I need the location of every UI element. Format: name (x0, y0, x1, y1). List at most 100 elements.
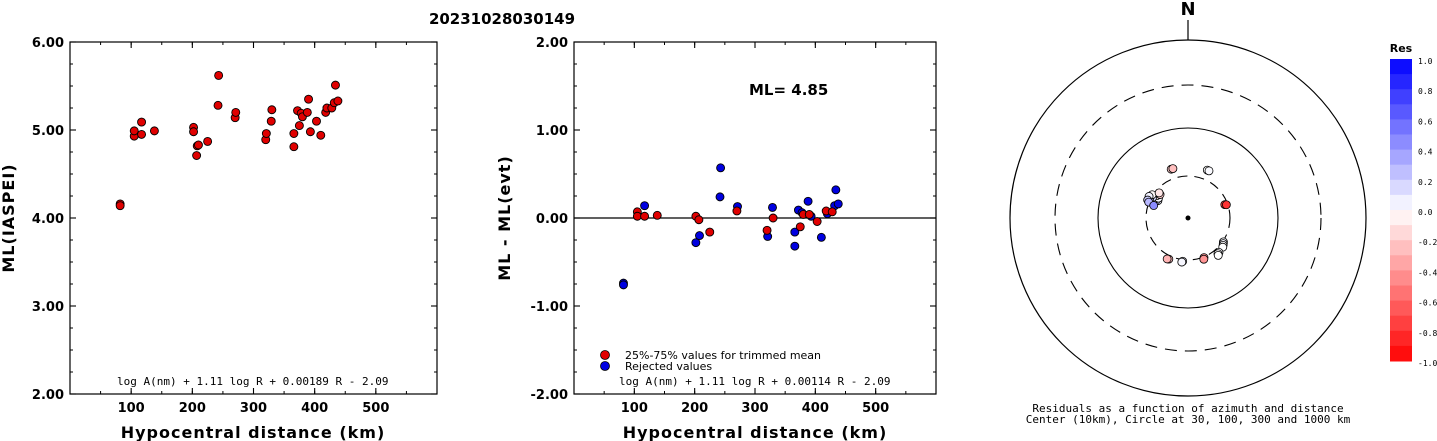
y-tick-label: 3.00 (32, 300, 64, 315)
ml-vs-distance-panel: 100 200 300 400 500 2.00 3.00 4.00 5.00 6.00 Hyp… (0, 36, 438, 441)
panel1-frame (69, 41, 438, 395)
x-tick-label: 300 (240, 401, 267, 416)
colorbar-cell (1390, 345, 1412, 362)
data-point (266, 116, 276, 126)
data-point (149, 126, 159, 136)
data-point (333, 96, 343, 106)
y-tick-label: 1.00 (536, 124, 568, 139)
residual-vs-distance-panel: 100 200 300 400 500 -2.00 -1.00 0.00 1.00 2.00 H… (495, 36, 937, 441)
data-point (192, 151, 202, 160)
x-tick-label: 200 (179, 401, 206, 416)
panel2-ylabel: ML - ML(evt) (495, 155, 514, 281)
legend-rejected-label: Rejected values (625, 360, 712, 373)
colorbar-tick-label: 1.0 (1418, 57, 1433, 66)
data-point (316, 130, 326, 140)
data-point (304, 94, 313, 104)
data-point (302, 107, 312, 117)
x-tick-label: 400 (301, 401, 328, 416)
station-point (1213, 250, 1223, 260)
y-tick-label: -2.00 (531, 388, 568, 403)
panel2-formula: log A(nm) + 1.11 log R + 0.00114 R - 2.0… (619, 375, 891, 388)
y-tick-label: 2.00 (32, 388, 64, 403)
circle-30km (1145, 175, 1231, 261)
y-tick-label: 4.00 (32, 212, 64, 227)
accepted-point (705, 227, 715, 237)
panel1-ylabel: ML(IASPEI) (0, 163, 18, 272)
x-tick-label: 500 (862, 401, 889, 416)
data-point (331, 80, 340, 90)
outer-circle (1009, 39, 1367, 397)
north-label: N (1180, 0, 1195, 20)
rejected-point (816, 232, 826, 242)
accepted-point (694, 215, 704, 225)
colorbar-tick-label: -0.4 (1418, 268, 1437, 277)
station-point (1199, 254, 1209, 264)
panel1-xlabel: Hypocentral distance (km) (121, 423, 386, 441)
rejected-point (790, 241, 800, 251)
colorbar-title: Res (1390, 42, 1413, 55)
polar-caption-2: Center (10km), Circle at 30, 100, 300 an… (1026, 413, 1351, 426)
station-point (1154, 188, 1164, 198)
colorbar-cell (1390, 300, 1412, 317)
data-point (189, 127, 199, 137)
data-point (289, 142, 299, 152)
rejected-point (768, 202, 777, 212)
station-point (1168, 164, 1178, 174)
data-point (213, 100, 223, 110)
station-point (1162, 254, 1172, 264)
data-point (305, 127, 315, 137)
center-dot (1185, 215, 1191, 221)
station-point (1204, 166, 1214, 176)
panel1-formula: log A(nm) + 1.11 log R + 0.00189 R - 2.0… (117, 375, 389, 388)
accepted-point (812, 217, 822, 226)
legend-rejected-marker (600, 361, 610, 371)
colorbar-tick-label: -0.6 (1418, 299, 1437, 308)
accepted-point (768, 213, 778, 223)
data-point (129, 126, 139, 136)
accepted-point (732, 206, 742, 216)
figure-title: 20231028030149 (429, 10, 575, 28)
colorbar-tick-label: -0.8 (1418, 329, 1437, 338)
data-point (261, 129, 271, 138)
x-tick-label: 100 (118, 401, 145, 416)
data-point (203, 136, 213, 146)
colorbar-cell (1390, 104, 1412, 120)
colorbar-tick-label: 0.0 (1418, 208, 1433, 217)
data-point (289, 129, 299, 138)
rejected-point (803, 196, 813, 206)
colorbar-cell (1390, 225, 1412, 241)
colorbar-cell (1390, 179, 1412, 196)
rejected-point (833, 199, 843, 209)
y-tick-label: 5.00 (32, 124, 64, 139)
colorbar-cell (1390, 74, 1412, 90)
x-tick-label: 100 (621, 401, 648, 416)
x-tick-label: 300 (741, 401, 768, 416)
legend-accepted-label: 25%-75% values for trimmed mean (625, 349, 821, 362)
colorbar-cell (1390, 119, 1412, 135)
colorbar-cell (1390, 315, 1412, 332)
y-tick-label: -1.00 (531, 300, 568, 315)
colorbar-tick-label: -0.2 (1418, 238, 1437, 247)
data-point (115, 201, 125, 211)
azimuth-residual-panel: N Residuals as a function of azimuth and… (1009, 0, 1367, 426)
data-point (214, 70, 224, 80)
rejected-point (619, 280, 628, 290)
accepted-point (795, 222, 805, 232)
colorbar-cell (1390, 240, 1412, 256)
colorbar-tick-label: 0.2 (1418, 178, 1433, 187)
data-point (312, 116, 321, 126)
rejected-point (790, 227, 800, 237)
y-tick-label: 6.00 (32, 36, 64, 51)
rejected-point (715, 192, 725, 202)
ml-annotation: ML= 4.85 (749, 81, 828, 99)
data-point (267, 105, 277, 115)
colorbar-cell (1390, 270, 1412, 286)
data-point (137, 129, 147, 139)
circle-100km (1097, 127, 1279, 309)
colorbar-cell (1390, 89, 1412, 105)
colorbar-tick-label: 0.4 (1418, 148, 1433, 157)
accepted-point (827, 207, 837, 217)
colorbar-cell (1390, 194, 1412, 211)
x-tick-label: 400 (802, 401, 829, 416)
